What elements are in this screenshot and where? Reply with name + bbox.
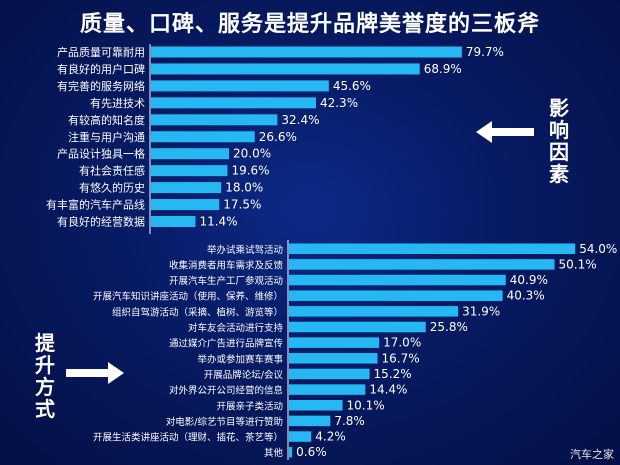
bar: [289, 306, 459, 317]
data-label: 16.7%: [382, 351, 420, 365]
bar: [151, 165, 228, 177]
data-label: 4.2%: [315, 430, 346, 444]
data-label: 54.0%: [579, 242, 617, 256]
category-label: 开展品牌论坛/会议: [204, 369, 284, 381]
data-label: 0.6%: [296, 445, 327, 459]
influence-bars: 产品质量可靠耐用 79.7% 有良好的用户口碑 68.9% 有完善的服务网络 45.6% 有…: [46, 45, 504, 229]
category-label: 开展亲子类活动: [216, 400, 283, 412]
bar: [151, 216, 196, 227]
bar: [151, 80, 329, 92]
bar: [151, 182, 222, 194]
method-label: 提升方式: [35, 331, 55, 421]
data-label: 32.4%: [281, 113, 319, 127]
category-label: 有良好的经营数据: [57, 215, 145, 229]
data-label: 40.9%: [510, 273, 548, 287]
bar: [289, 290, 503, 301]
data-label: 7.8%: [334, 414, 365, 428]
bar: [151, 46, 462, 58]
data-label: 45.6%: [333, 79, 371, 93]
data-label: 79.7%: [466, 45, 504, 59]
method-bars: 举办试乘试驾活动 54.0% 收集消费者用车需求及反馈 50.1% 开展汽车生产工厂参观…: [93, 242, 617, 459]
data-label: 26.6%: [259, 130, 297, 144]
bar: [151, 131, 255, 143]
data-label: 10.1%: [347, 398, 385, 412]
category-label: 开展汽车生产工厂参观活动: [169, 275, 283, 287]
watermark: 汽车之家: [570, 448, 614, 461]
category-label: 产品质量可靠耐用: [57, 45, 145, 59]
chart-title: 质量、口碑、服务是提升品牌美誉度的三板斧: [79, 12, 540, 37]
bar: [289, 400, 343, 411]
arrow-right-icon: [66, 362, 124, 384]
bar: [289, 243, 576, 254]
bar: [289, 353, 378, 364]
bar: [151, 63, 420, 75]
category-label: 产品设计独具一格: [57, 147, 145, 161]
data-label: 14.4%: [369, 383, 407, 397]
bar: [289, 384, 366, 395]
category-label: 组织自驾游活动（采摘、植树、游览等）: [112, 306, 283, 318]
bar: [289, 446, 293, 458]
data-label: 11.4%: [199, 215, 237, 229]
category-label: 有悠久的历史: [79, 181, 145, 195]
data-label: 19.6%: [231, 164, 269, 178]
category-label: 其他: [264, 447, 284, 459]
data-label: 50.1%: [559, 257, 597, 271]
data-label: 68.9%: [424, 62, 462, 76]
data-label: 42.3%: [320, 96, 358, 110]
bar: [289, 368, 370, 380]
category-label: 对外界公开公司经营的信息: [169, 385, 283, 397]
category-label: 有丰富的汽车产品线: [46, 198, 145, 212]
category-label: 注重与用户沟通: [68, 130, 145, 144]
category-label: 有较高的知名度: [68, 113, 145, 127]
data-label: 25.8%: [430, 320, 468, 334]
bar: [289, 337, 380, 348]
data-label: 20.0%: [233, 147, 271, 161]
bar: [289, 431, 312, 442]
data-label: 17.0%: [383, 336, 421, 350]
category-label: 开展生活类讲座活动（理财、插花、茶艺等）: [93, 432, 283, 444]
category-label: 对电影/综艺节目等进行赞助: [166, 416, 283, 428]
data-label: 40.3%: [507, 289, 545, 303]
bar: [289, 415, 331, 427]
category-label: 开展汽车知识讲座活动（使用、保养、维修）: [93, 291, 283, 303]
bar: [151, 199, 220, 211]
category-label: 通过媒介广告进行品牌宣传: [169, 338, 284, 350]
data-label: 18.0%: [225, 181, 263, 195]
category-label: 有先进技术: [90, 96, 145, 110]
bar: [151, 148, 229, 160]
category-label: 收集消费者用车需求及反馈: [169, 259, 284, 271]
bar: [289, 321, 426, 333]
data-label: 17.5%: [223, 198, 261, 212]
data-label: 31.9%: [462, 304, 500, 318]
influence-label: 影响因素: [549, 96, 569, 186]
category-label: 有社会责任感: [79, 164, 145, 178]
bar: [289, 274, 506, 286]
bar: [151, 97, 316, 109]
arrow-left-icon: [476, 121, 534, 143]
bar: [289, 259, 555, 270]
bar: [151, 114, 278, 126]
category-label: 对车友会活动进行支持: [188, 322, 284, 334]
category-label: 有完善的服务网络: [57, 79, 145, 93]
data-label: 15.2%: [374, 367, 412, 381]
category-label: 有良好的用户口碑: [57, 62, 145, 76]
category-label: 举办或参加赛车赛事: [197, 353, 283, 365]
category-label: 举办试乘试驾活动: [207, 244, 283, 256]
